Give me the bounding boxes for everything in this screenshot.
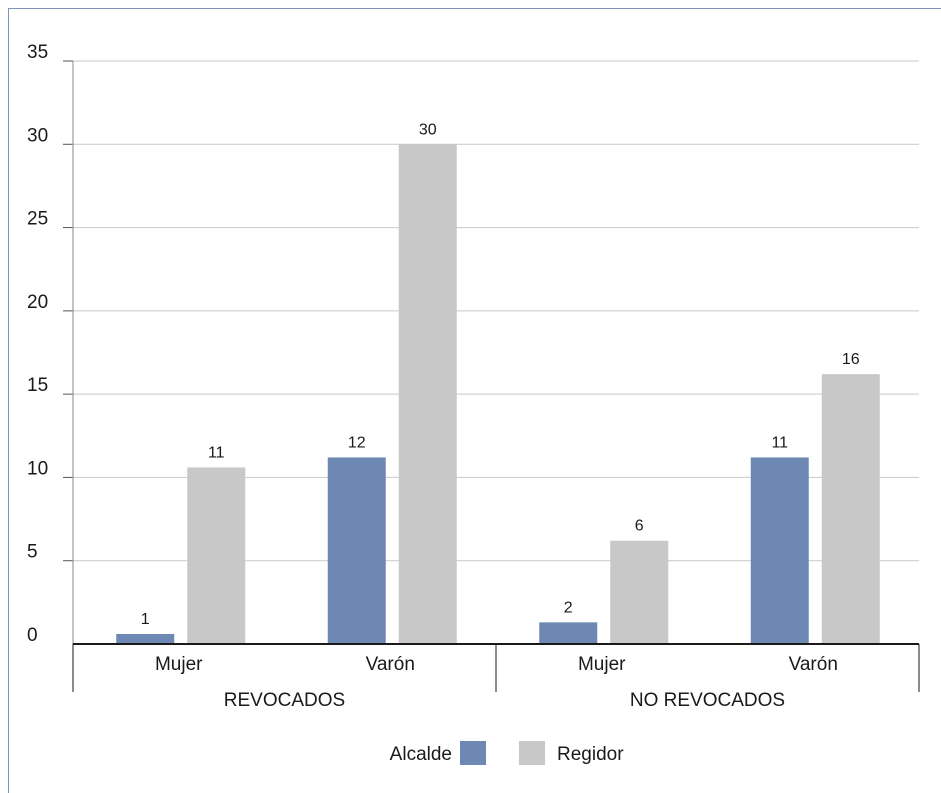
gridlines [63,60,919,644]
data-label: 16 [842,351,860,368]
bar-regidor [398,144,457,645]
x-category-label: Varón [366,654,415,675]
x-category-label: Mujer [578,654,626,675]
x-group-label: NO REVOCADOS [630,690,785,711]
y-tick-label: 30 [27,125,48,146]
bar-regidor [187,467,246,644]
chart-frame [8,8,941,793]
legend-label: Regidor [557,744,624,765]
bar-alcalde [116,634,175,644]
y-tick-label: 35 [27,42,48,63]
legend-swatch [460,741,486,765]
bars [116,144,880,645]
data-label: 11 [208,444,225,461]
data-label: 1 [141,611,150,628]
legend-label: Alcalde [390,744,452,765]
data-label: 30 [419,121,437,138]
legend-swatch [519,741,545,765]
bar-regidor [821,374,880,644]
y-tick-label: 10 [27,458,48,479]
y-tick-label: 5 [27,542,38,563]
bar-alcalde [539,622,598,644]
y-tick-label: 20 [27,292,48,313]
data-label: 2 [564,599,573,616]
bar-alcalde [750,457,809,644]
x-category-label: Varón [789,654,838,675]
x-category-label: Mujer [155,654,203,675]
legend: Alcalde Regidor [390,741,624,765]
y-tick-label: 0 [27,625,38,646]
bar-regidor [610,540,669,644]
data-label: 11 [771,434,788,451]
y-tick-label: 15 [27,375,48,396]
x-axis: Mujer Varón Mujer Varón REVOCADOS NO REVOCADO… [72,643,920,711]
x-group-label: REVOCADOS [224,690,345,711]
bar-alcalde [327,457,386,644]
data-label: 6 [635,518,644,535]
y-axis-ticks: 0 5 10 15 20 25 30 35 [27,42,48,646]
data-label: 12 [348,434,366,451]
y-tick-label: 25 [27,209,48,230]
